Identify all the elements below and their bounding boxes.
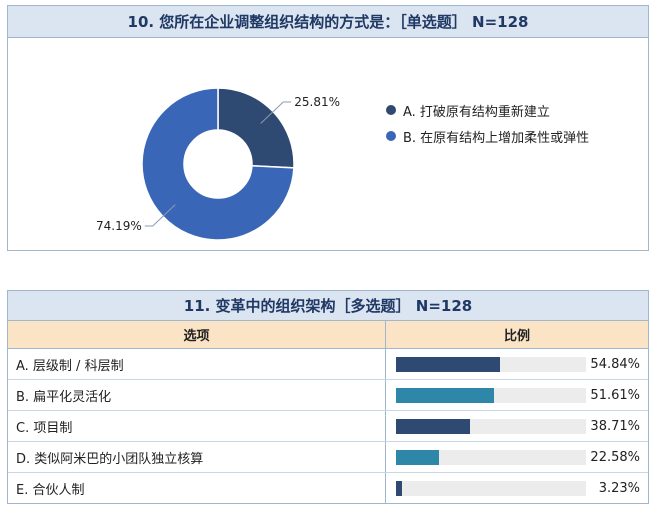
pie-leader-line — [260, 101, 292, 124]
q10-panel: 10. 您所在企业调整组织结构的方式是：［单选题］ N=128 25.81% 74… — [7, 5, 649, 251]
row-ratio: 22.58% — [386, 442, 648, 472]
pie-label: 74.19% — [96, 219, 142, 233]
row-ratio: 54.84% — [386, 349, 648, 379]
row-option: A. 层级制 / 科层制 — [8, 349, 386, 379]
bar — [396, 357, 501, 372]
table-row: A. 层级制 / 科层制 54.84% — [8, 349, 648, 380]
table-row: E. 合伙人制 3.23% — [8, 473, 648, 503]
bar — [396, 419, 470, 434]
legend-swatch — [386, 105, 396, 115]
row-ratio: 3.23% — [386, 473, 648, 503]
table-row: D. 类似阿米巴的小团队独立核算 22.58% — [8, 442, 648, 473]
legend-item: B. 在原有结构上增加柔性或弹性 — [386, 126, 589, 146]
row-option: D. 类似阿米巴的小团队独立核算 — [8, 442, 386, 472]
row-option: B. 扁平化灵活化 — [8, 380, 386, 410]
q11-title: 11. 变革中的组织架构［多选题］ N=128 — [8, 291, 648, 321]
bar-track — [396, 357, 586, 372]
q11-panel: 11. 变革中的组织架构［多选题］ N=128 选项 比例 A. 层级制 / 科… — [7, 290, 649, 504]
header-ratio: 比例 — [503, 329, 530, 344]
pie-slice-a — [217, 87, 295, 169]
q10-title: 10. 您所在企业调整组织结构的方式是：［单选题］ N=128 — [8, 6, 648, 38]
bar-track — [396, 481, 586, 496]
bar-value-label: 22.58% — [590, 449, 640, 465]
legend-label: A. 打破原有结构重新建立 — [403, 104, 550, 120]
table-header: 选项 比例 — [8, 321, 648, 349]
bar-value-label: 38.71% — [590, 418, 640, 434]
donut-chart: 25.81% 74.19% — [96, 87, 340, 241]
pie-label: 25.81% — [294, 95, 340, 109]
bar-track — [396, 419, 586, 434]
pie-slice-b — [141, 87, 295, 241]
table-row: B. 扁平化灵活化 51.61% — [8, 380, 648, 411]
bar-value-label: 54.84% — [590, 356, 640, 372]
legend-item: A. 打破原有结构重新建立 — [386, 100, 589, 120]
pie-legend: A. 打破原有结构重新建立 B. 在原有结构上增加柔性或弹性 — [386, 100, 589, 152]
row-ratio: 38.71% — [386, 411, 648, 441]
bar-value-label: 3.23% — [598, 480, 640, 496]
row-ratio: 51.61% — [386, 380, 648, 410]
bar — [396, 450, 439, 465]
header-option: 选项 — [8, 321, 386, 348]
legend-swatch — [386, 131, 396, 141]
bar — [396, 388, 495, 403]
bar-value-label: 51.61% — [590, 387, 640, 403]
bar-track — [396, 388, 586, 403]
bar-table-body: A. 层级制 / 科层制 54.84% B. 扁平化灵活化 51.61% C. 项目制 3… — [8, 349, 648, 503]
legend-label: B. 在原有结构上增加柔性或弹性 — [403, 130, 590, 146]
row-option: C. 项目制 — [8, 411, 386, 441]
row-option: E. 合伙人制 — [8, 473, 386, 503]
bar — [396, 481, 403, 496]
table-row: C. 项目制 38.71% — [8, 411, 648, 442]
pie-leader-line — [144, 204, 176, 227]
bar-track — [396, 450, 586, 465]
